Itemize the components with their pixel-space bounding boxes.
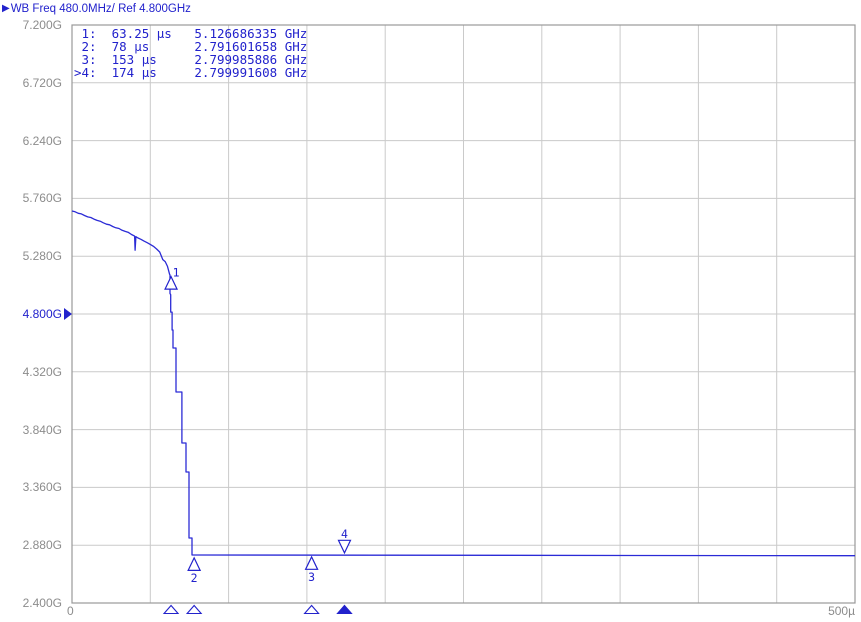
y-axis-tick-label: 2.880G [22, 538, 62, 553]
marker-2-number: 2 [191, 571, 198, 585]
trace-line [71, 210, 856, 557]
marker-1-glyph[interactable] [164, 275, 179, 290]
marker-3-axis-indicator[interactable] [303, 604, 320, 615]
y-axis-tick-label: 6.240G [22, 133, 62, 148]
trace-title: WB Freq 480.0MHz/ Ref 4.800GHz [10, 2, 191, 15]
active-trace-icon: ▶ [2, 2, 10, 14]
marker-readout-table: 1: 63.25 µs 5.126686335 GHz 2: 78 µs 2.7… [74, 27, 307, 79]
marker-readout-row: 3: 153 µs 2.799985886 GHz [74, 52, 308, 67]
y-axis-tick-label: 4.320G [22, 364, 62, 379]
ref-level-indicator-icon [64, 308, 72, 320]
marker-4-number: 4 [341, 527, 348, 541]
marker-readout-row: >4: 174 µs 2.799991608 GHz [74, 65, 308, 80]
marker-1-number: 1 [173, 266, 180, 280]
y-axis-tick-label: 5.760G [22, 191, 62, 206]
y-axis-ref-label: 4.800G [22, 307, 62, 321]
marker-1-axis-indicator[interactable] [162, 604, 180, 615]
marker-readout-row: 1: 63.25 µs 5.126686335 GHz [74, 26, 308, 41]
marker-2-axis-indicator[interactable] [185, 604, 203, 615]
trace-header: ▶ WB Freq 480.0MHz/ Ref 4.800GHz [2, 1, 191, 16]
y-axis-tick-label: 2.400G [22, 596, 62, 610]
y-axis-tick-label: 3.840G [22, 422, 62, 437]
y-axis-tick-label: 3.360G [22, 480, 62, 495]
marker-3-number: 3 [308, 570, 315, 584]
marker-readout-row: 2: 78 µs 2.791601658 GHz [74, 39, 308, 54]
y-axis-tick-label: 6.720G [22, 75, 62, 90]
x-axis-end-label: 500µ [828, 604, 855, 618]
marker-3-glyph[interactable] [304, 555, 319, 570]
x-axis-start-label: 0 [67, 604, 74, 618]
marker-2-glyph[interactable] [187, 556, 202, 571]
marker-4-axis-indicator[interactable] [336, 604, 353, 615]
y-axis-tick-label: 7.200G [22, 18, 62, 32]
y-axis-tick-label: 5.280G [22, 249, 62, 264]
marker-4-glyph[interactable] [337, 539, 352, 555]
